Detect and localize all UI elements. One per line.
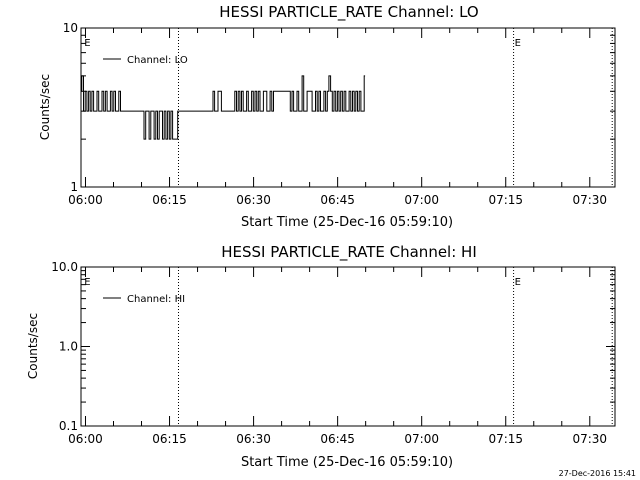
y-tick-label: 1.0 — [59, 340, 78, 354]
x-tick-label: 06:15 — [152, 193, 187, 207]
x-tick-label: 07:30 — [572, 193, 607, 207]
x-tick-label: 06:00 — [68, 193, 103, 207]
event-marker: E — [84, 277, 90, 288]
y-tick-label: 10 — [63, 21, 78, 35]
x-tick-label: 06:45 — [320, 193, 355, 207]
chart-title: HESSI PARTICLE_RATE Channel: HI — [221, 243, 477, 262]
panel-marks: 06:00 06:15 06:30 06:45 07:00 07:15 07:30 1 10 E E — [63, 21, 615, 207]
event-marker: E — [515, 38, 521, 49]
panel-marks: 06:00 06:15 06:30 06:45 07:00 07:15 07:30 0.1 1.… — [51, 260, 615, 446]
x-tick-label: 07:15 — [488, 193, 523, 207]
x-tick-label: 07:00 — [404, 193, 439, 207]
series-line — [81, 75, 366, 140]
y-axis-title: Counts/sec — [38, 74, 52, 140]
legend-label: Channel: LO — [127, 55, 188, 66]
plot-frame — [80, 266, 616, 427]
event-marker: E — [515, 277, 521, 288]
panel-lo: HESSI PARTICLE_RATE Channel: LO Start Ti… — [38, 3, 616, 230]
y-tick-label: 0.1 — [59, 419, 78, 433]
chart-title: HESSI PARTICLE_RATE Channel: LO — [219, 3, 478, 22]
y-axis-title: Counts/sec — [26, 313, 40, 379]
event-marker: E — [84, 38, 90, 49]
x-tick-label: 06:30 — [236, 193, 271, 207]
x-tick-label: 06:00 — [68, 432, 103, 446]
x-tick-label: 06:45 — [320, 432, 355, 446]
y-tick-label: 10.0 — [51, 260, 78, 274]
x-axis-title: Start Time (25-Dec-16 05:59:10) — [241, 455, 453, 470]
x-tick-label: 07:15 — [488, 432, 523, 446]
x-tick-label: 06:15 — [152, 432, 187, 446]
x-axis-title: Start Time (25-Dec-16 05:59:10) — [241, 215, 453, 230]
legend-label: Channel: HI — [127, 294, 185, 305]
panel-hi: HESSI PARTICLE_RATE Channel: HI Start Ti… — [26, 243, 616, 470]
y-tick-label: 1 — [70, 180, 78, 194]
x-tick-label: 07:00 — [404, 432, 439, 446]
timestamp: 27-Dec-2016 15:41 — [559, 469, 636, 478]
x-tick-label: 06:30 — [236, 432, 271, 446]
x-tick-label: 07:30 — [572, 432, 607, 446]
plot-frame — [80, 27, 616, 188]
